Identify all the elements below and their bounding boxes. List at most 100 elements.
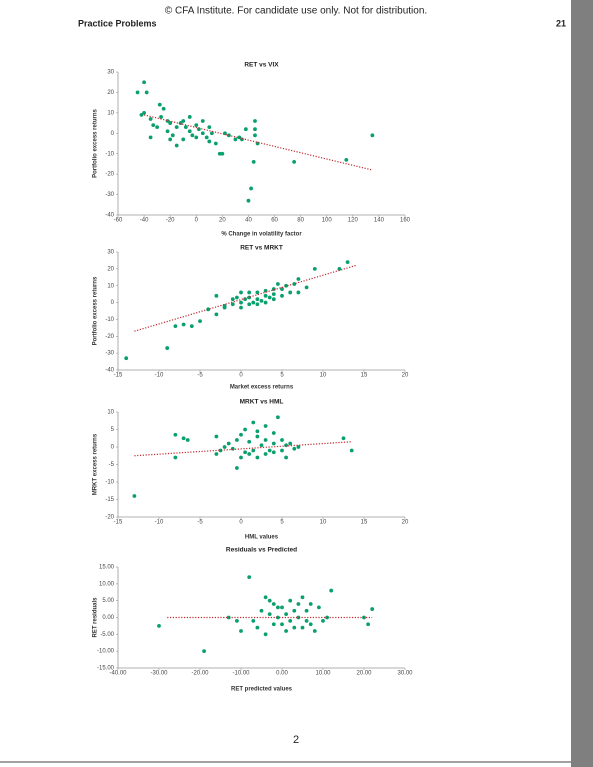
y-tick-label: -40 [105,368,114,374]
data-point [204,135,209,140]
data-point [243,127,248,132]
data-point [148,117,153,121]
data-point [173,432,178,437]
y-tick-label: -20 [105,172,114,178]
y-tick-label: 0 [111,131,115,137]
y-tick-label: -30 [105,192,114,198]
x-tick-label: 20 [402,520,409,526]
x-tick-label: 0 [239,373,243,379]
data-point [187,115,192,119]
trend-line [134,264,356,332]
data-point [271,441,276,446]
x-tick-label: -5 [197,520,203,526]
data-point [271,602,276,606]
data-point [263,452,268,456]
x-tick-label: 0.00 [276,671,288,677]
data-point [349,448,354,453]
data-point [207,139,212,144]
data-point [271,297,276,302]
data-point [267,612,272,617]
data-point [190,133,195,138]
data-point [214,312,219,317]
data-point [210,131,214,136]
x-tick-label: 10 [320,520,327,526]
y-tick-label: -15.00 [97,666,115,672]
data-point [148,135,153,140]
data-point [157,102,162,107]
data-point [267,295,272,300]
data-point [246,198,251,203]
data-point [288,441,293,446]
data-point [255,302,260,307]
data-point [181,119,186,123]
y-tick-label: -30 [105,351,114,357]
data-point [304,608,309,613]
data-point [288,290,293,295]
data-point [292,446,297,451]
data-point [296,445,301,449]
data-point [174,143,179,148]
data-point [213,141,218,146]
data-point [288,618,293,623]
data-point [271,431,276,435]
data-point [173,324,178,329]
data-point [174,125,179,130]
data-point [267,598,272,603]
data-point [253,127,257,132]
data-point [159,115,163,119]
data-point [196,127,201,132]
data-point [304,285,309,290]
data-point [308,602,313,606]
x-tick-label: -15 [114,520,123,526]
y-tick-label: 15.00 [99,565,115,571]
x-tick-label: 10.00 [315,671,331,677]
data-point [194,123,199,128]
data-point [280,438,284,442]
y-tick-label: 30 [107,250,114,256]
data-point [239,290,243,295]
x-tick-label: 140 [374,218,385,224]
data-point [139,113,144,117]
data-point [200,119,205,123]
data-point [276,615,280,620]
data-point [296,290,301,295]
data-point [214,452,219,456]
data-point [247,302,252,307]
data-point [239,455,243,460]
data-point [222,445,227,449]
data-point [288,598,293,603]
data-point [239,300,243,305]
data-point [276,415,280,420]
x-tick-label: 0 [239,520,243,526]
y-tick-label: -10.00 [97,649,115,655]
data-point [132,494,137,498]
y-tick-label: -5.00 [100,632,114,638]
data-point [344,157,349,162]
data-point [255,297,260,302]
y-tick-label: 10.00 [99,581,115,587]
data-point [276,282,280,286]
data-point [263,595,268,600]
data-point [247,290,252,295]
data-point [247,575,252,579]
y-tick-label: -40 [105,213,114,219]
data-point [255,429,260,434]
data-point [263,438,268,442]
y-axis-label: Portfolio excess returns [93,108,99,177]
x-tick-label: 0 [195,218,199,224]
data-point [271,450,276,455]
folio: 2 [293,734,299,746]
y-tick-label: 5.00 [102,598,114,604]
data-point [292,625,297,630]
data-point [200,131,205,136]
x-axis-label: Market excess returns [230,385,294,391]
data-point [220,151,225,156]
data-point [165,129,170,134]
data-point [249,186,253,191]
data-point [124,356,129,361]
y-tick-label: 20 [107,266,114,272]
y-tick-label: -10 [105,317,114,323]
data-point [230,297,235,302]
data-point [206,307,211,312]
